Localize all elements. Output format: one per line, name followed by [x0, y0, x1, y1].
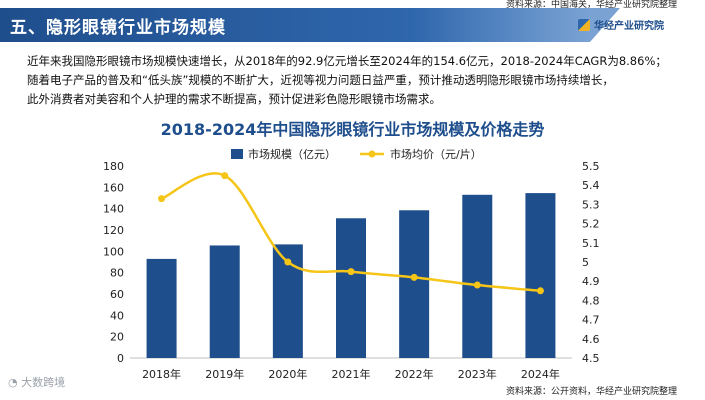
watermark-text: 大数跨境 [21, 376, 66, 389]
y-left-tick-label: 60 [110, 288, 124, 301]
price-point [473, 281, 481, 289]
y-left-tick-label: 100 [103, 245, 124, 258]
y-right-tick-label: 4.6 [582, 333, 600, 346]
legend-bar-label: 市场规模（亿元） [248, 147, 336, 161]
y-right-tick-label: 5.5 [582, 160, 600, 173]
x-tick-label: 2021年 [332, 367, 371, 381]
brand-icon [578, 19, 590, 31]
description-line: 随着电子产品的普及和“低头族”规模的不断扩大，近视等视力问题日益严重，预计推动透… [27, 73, 614, 87]
bar [336, 218, 366, 358]
y-left-tick-label: 160 [103, 181, 124, 194]
y-right-tick-label: 4.9 [582, 275, 600, 288]
page-title: 五、隐形眼镜行业市场规模 [10, 18, 226, 38]
legend-line-marker [368, 150, 376, 158]
y-left-tick-label: 180 [103, 160, 124, 173]
watermark: ◔ 大数跨境 [8, 374, 65, 390]
y-right-tick-label: 4.5 [582, 352, 600, 365]
price-point [158, 195, 166, 203]
y-right-tick-label: 4.7 [582, 314, 600, 327]
brand-logo: 华经产业研究院 [578, 17, 664, 32]
y-left-tick-label: 0 [117, 352, 124, 365]
price-point [347, 268, 355, 276]
price-point [536, 287, 544, 295]
legend-bar-swatch [231, 149, 243, 159]
legend-line-label: 市场均价（元/片） [390, 147, 482, 161]
bar [209, 245, 240, 358]
y-right-tick-label: 5.4 [582, 179, 600, 192]
y-left-tick-label: 120 [103, 224, 124, 237]
price-point [284, 258, 292, 266]
y-left-tick-label: 20 [110, 331, 124, 344]
y-right-tick-label: 5 [582, 256, 589, 269]
top-source-note: 资料来源：中国海关，华经产业研究院整理 [505, 0, 677, 10]
x-tick-label: 2022年 [395, 367, 434, 381]
brand-name: 华经产业研究院 [594, 21, 664, 32]
bar [399, 210, 430, 358]
watermark-icon: ◔ [8, 376, 22, 389]
price-point [410, 273, 418, 281]
y-left-tick-label: 140 [103, 203, 124, 216]
chart-title: 2018-2024年中国隐形眼镜行业市场规模及价格走势 [160, 120, 545, 139]
x-tick-label: 2024年 [521, 367, 560, 381]
price-point [221, 172, 229, 180]
description-paragraph: 近年来我国隐形眼镜市场规模快速增长，从2018年的92.9亿元增长至2024年的… [27, 52, 687, 109]
x-tick-label: 2019年 [205, 367, 244, 381]
y-right-tick-label: 5.1 [582, 237, 600, 250]
bottom-source-note: 资料来源：公开资料，华经产业研究院整理 [505, 387, 677, 397]
y-left-tick-label: 80 [110, 267, 124, 280]
bar [525, 193, 556, 358]
description-line: 近年来我国隐形眼镜市场规模快速增长，从2018年的92.9亿元增长至2024年的… [27, 54, 667, 68]
x-tick-label: 2023年 [458, 367, 497, 381]
y-right-tick-label: 5.2 [582, 218, 600, 231]
x-tick-label: 2020年 [268, 367, 307, 381]
description-line: 此外消费者对美容和个人护理的需求不断提高，预计促进彩色隐形眼镜市场需求。 [27, 92, 441, 106]
section-header: 五、隐形眼镜行业市场规模 华经产业研究院 [0, 8, 705, 42]
bar [146, 258, 177, 358]
header-bar: 五、隐形眼镜行业市场规模 [0, 8, 620, 42]
y-right-tick-label: 4.8 [582, 294, 600, 307]
bar [462, 194, 493, 358]
x-tick-label: 2018年 [142, 367, 181, 381]
y-right-tick-label: 5.3 [582, 198, 600, 211]
y-left-tick-label: 40 [110, 309, 124, 322]
